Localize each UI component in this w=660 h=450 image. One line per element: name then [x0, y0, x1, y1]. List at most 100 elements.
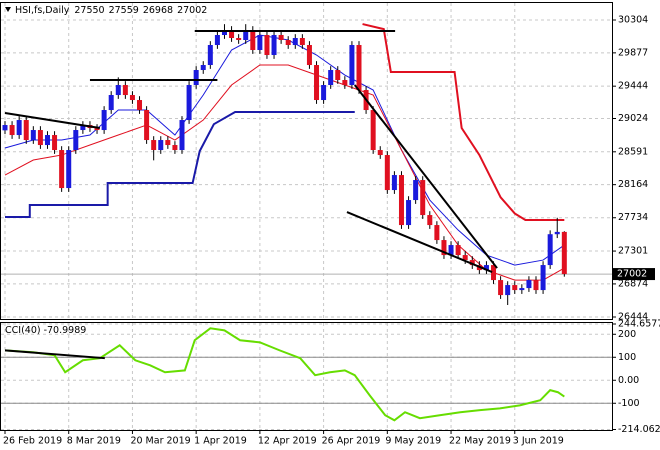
candle-body: [526, 280, 532, 289]
candle-body: [285, 40, 291, 46]
candle-body: [257, 35, 263, 51]
main-frame: [0, 2, 613, 320]
x-tick-label: 12 Apr 2019: [258, 436, 317, 447]
trendline: [353, 84, 498, 269]
trendline: [346, 211, 493, 273]
candle-body: [200, 65, 206, 71]
candle-body: [80, 125, 86, 131]
candle-body: [406, 200, 412, 226]
candle-body: [30, 130, 36, 141]
cci-frame: [0, 322, 613, 431]
candle-body: [207, 45, 213, 66]
y-tick-label: 29877: [618, 47, 648, 58]
candle-body: [356, 45, 362, 91]
candle-body: [292, 38, 298, 46]
indicator-line: [5, 111, 355, 219]
candle-body: [533, 280, 539, 291]
y-tick-label: -214.062: [618, 424, 660, 435]
candle-body: [193, 70, 199, 86]
x-tick-label: 26 Apr 2019: [322, 436, 381, 447]
menu-arrow[interactable]: [5, 7, 11, 12]
candle-body: [491, 265, 497, 281]
candle-body: [306, 45, 312, 66]
candle-body: [23, 120, 29, 141]
high: 27559: [109, 5, 139, 16]
y-tick-label: 29024: [618, 113, 648, 124]
candle-body: [221, 30, 227, 36]
candle-body: [434, 225, 440, 241]
candle-body: [44, 135, 50, 146]
candle-body: [349, 45, 355, 86]
candle-body: [172, 145, 178, 151]
candle-body: [427, 215, 433, 226]
candle-body: [2, 125, 8, 131]
candle-body: [16, 120, 22, 136]
candle-body: [561, 231, 567, 275]
x-tick-label: 9 May 2019: [385, 436, 441, 447]
y-tick-label: 28164: [618, 179, 648, 190]
candle-body: [314, 65, 320, 101]
candle-body: [420, 180, 426, 216]
candle-body: [243, 30, 249, 41]
header: HSI,fs,Daily 27550 27559 26968 27002: [15, 5, 207, 16]
candle-body: [129, 95, 135, 101]
candle-body: [462, 255, 468, 261]
candle-body: [540, 265, 546, 291]
candle-body: [214, 35, 220, 46]
candle-body: [73, 130, 79, 151]
candle-body: [165, 140, 171, 146]
candle-body: [122, 85, 128, 96]
candle-body: [547, 234, 553, 266]
candle-body: [137, 100, 143, 111]
price-marker-label: 27002: [617, 269, 647, 280]
y-tick-label: 28591: [618, 146, 648, 157]
candle-body: [413, 180, 419, 201]
y-tick-label: 27301: [618, 246, 648, 257]
candle-body: [66, 150, 72, 189]
candle-body: [512, 285, 518, 291]
x-tick-label: 1 Apr 2019: [194, 436, 247, 447]
x-tick-label: 22 May 2019: [449, 436, 511, 447]
candle-body: [384, 155, 390, 191]
y-tick-label: 26444: [618, 311, 648, 322]
candle-body: [144, 110, 150, 141]
candle-body: [271, 35, 277, 56]
candle-body: [299, 38, 305, 46]
candle-body: [377, 150, 383, 156]
candle-body: [498, 280, 504, 296]
candle-body: [236, 38, 242, 41]
candle-body: [186, 85, 192, 121]
indicator-line: [362, 23, 565, 221]
candle-body: [9, 125, 15, 136]
open: 27550: [74, 5, 104, 16]
candle-body: [469, 260, 475, 266]
cci-name: CCI(40): [5, 325, 41, 336]
candle-body: [94, 128, 100, 131]
candle-body: [483, 265, 489, 271]
x-tick-label: 20 Mar 2019: [130, 436, 190, 447]
candle-body: [505, 285, 511, 296]
candle-body: [321, 85, 327, 101]
close: 27002: [177, 5, 207, 16]
y-tick-label: 244.6577: [618, 319, 660, 330]
candle-body: [264, 35, 270, 56]
trendline: [4, 112, 101, 130]
trendline: [4, 349, 105, 360]
candle-body: [278, 35, 284, 41]
y-tick-label: 200: [618, 329, 636, 340]
price-marker: [613, 268, 655, 281]
candle-body: [328, 70, 334, 86]
plot-layer: [1, 3, 616, 434]
candle-body: [37, 130, 43, 146]
y-tick-label: 26874: [618, 278, 648, 289]
y-tick-label: 29444: [618, 81, 648, 92]
candle-body: [179, 120, 185, 151]
candle-body: [448, 245, 454, 256]
candle-body: [151, 140, 157, 151]
candle-body: [229, 30, 235, 39]
y-tick-label: 0.00: [618, 375, 639, 386]
x-tick-label: 3 Jun 2019: [513, 436, 564, 447]
candle-body: [370, 110, 376, 151]
